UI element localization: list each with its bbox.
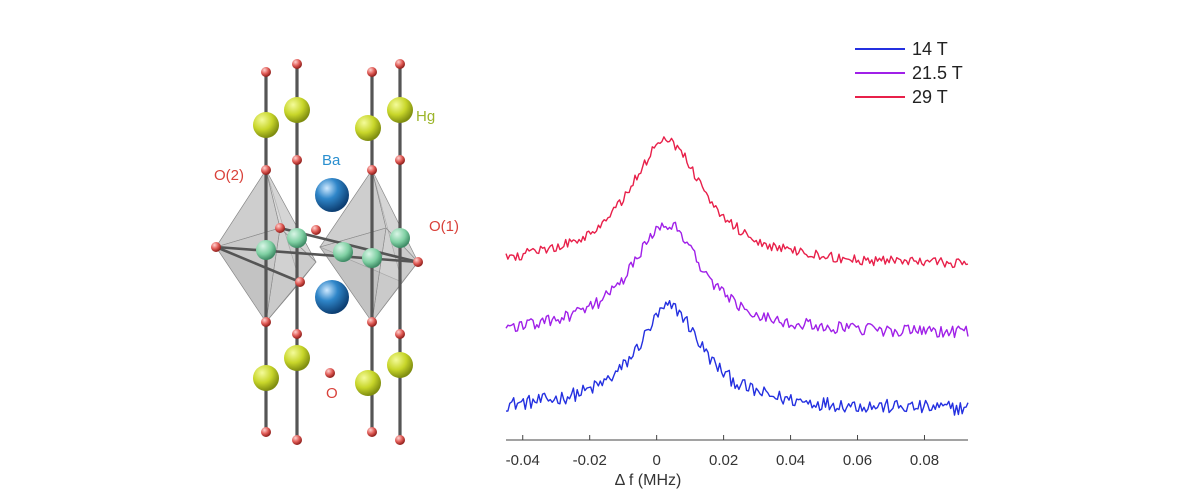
x-tick-label: 0.04 xyxy=(776,452,805,469)
barium-atom xyxy=(315,178,349,212)
legend: 14 T 21.5 T 29 T xyxy=(855,39,963,107)
oxygen-atom xyxy=(275,223,285,233)
oxygen-atom xyxy=(413,257,423,267)
series-lines xyxy=(505,136,969,416)
mercury-atom xyxy=(253,112,279,138)
legend-label: 21.5 T xyxy=(912,63,963,83)
barium-atom xyxy=(315,280,349,314)
x-tick-label: 0.08 xyxy=(910,452,939,469)
oxygen-atom xyxy=(292,155,302,165)
crystal-atoms xyxy=(211,59,423,445)
oxygen-atom xyxy=(325,368,335,378)
oxygen-atom xyxy=(292,329,302,339)
oxygen-atom xyxy=(395,435,405,445)
label-hg: Hg xyxy=(416,108,435,125)
oxygen-atom xyxy=(367,427,377,437)
copper-atom xyxy=(390,228,410,248)
crystal-structure: Hg Ba O(2) O(1) O xyxy=(211,59,459,445)
oxygen-atom xyxy=(261,427,271,437)
mercury-atom xyxy=(387,352,413,378)
x-tick-label: -0.02 xyxy=(573,452,607,469)
x-tick-label: 0.06 xyxy=(843,452,872,469)
plane-bond xyxy=(215,245,419,264)
oxygen-atom xyxy=(395,155,405,165)
plane-bond xyxy=(215,245,301,284)
oxygen-atom xyxy=(211,242,221,252)
series-line-29-t xyxy=(505,136,969,269)
series-line-14-t xyxy=(505,300,969,416)
oxygen-atom xyxy=(292,435,302,445)
oxygen-atom xyxy=(261,317,271,327)
label-o2: O(2) xyxy=(214,167,244,184)
oxygen-atom xyxy=(395,329,405,339)
series-line-21-5-t xyxy=(505,221,969,339)
legend-label: 29 T xyxy=(912,87,948,107)
x-axis-title: Δ f (MHz) xyxy=(615,472,682,489)
mercury-atom xyxy=(284,345,310,371)
mercury-atom xyxy=(387,97,413,123)
nmr-spectra-chart: -0.04 -0.02 0 0.02 0.04 0.06 0.08 Δ f (MHz) 14… xyxy=(505,39,969,489)
label-o1: O(1) xyxy=(429,218,459,235)
label-ba: Ba xyxy=(322,152,341,169)
copper-atom xyxy=(287,228,307,248)
oxygen-atom xyxy=(367,317,377,327)
x-tick-label: 0 xyxy=(652,452,660,469)
x-ticks: -0.04 -0.02 0 0.02 0.04 0.06 0.08 xyxy=(506,435,939,469)
copper-atom xyxy=(333,242,353,262)
oxygen-atom xyxy=(292,59,302,69)
mercury-atom xyxy=(355,370,381,396)
x-tick-label: -0.04 xyxy=(506,452,540,469)
oxygen-atom xyxy=(261,165,271,175)
x-tick-label: 0.02 xyxy=(709,452,738,469)
oxygen-atom xyxy=(295,277,305,287)
oxygen-atom xyxy=(395,59,405,69)
oxygen-atom xyxy=(311,225,321,235)
copper-atom xyxy=(362,248,382,268)
mercury-atom xyxy=(253,365,279,391)
oxygen-atom xyxy=(367,165,377,175)
oxygen-atom xyxy=(261,67,271,77)
copper-atom xyxy=(256,240,276,260)
mercury-atom xyxy=(284,97,310,123)
oxygen-atom xyxy=(367,67,377,77)
mercury-atom xyxy=(355,115,381,141)
label-o: O xyxy=(326,385,338,402)
legend-label: 14 T xyxy=(912,39,948,59)
